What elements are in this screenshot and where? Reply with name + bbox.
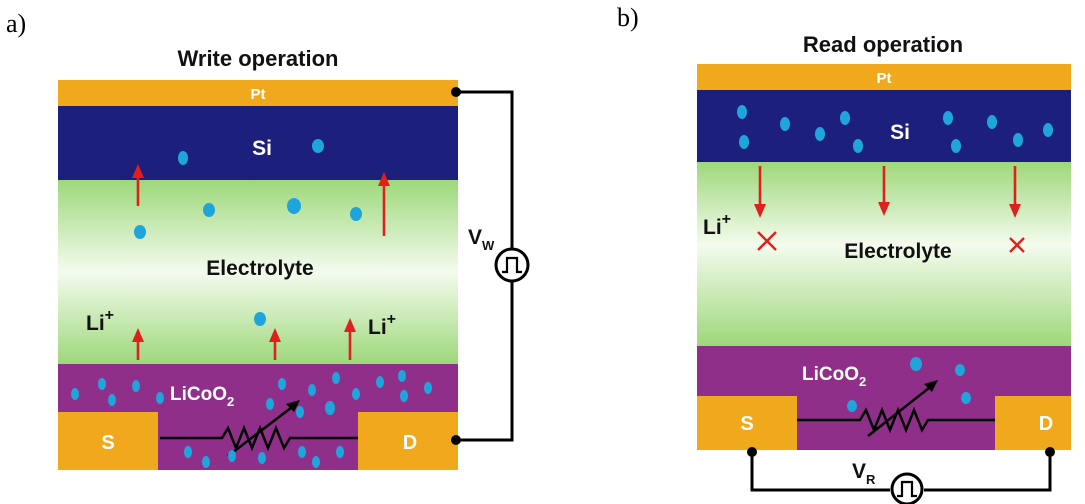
panel-b-ion-arrows: [754, 166, 1021, 218]
panel-b-read-circuit: VR: [747, 447, 1055, 504]
panel-a-title: Write operation: [178, 46, 339, 71]
panel-b-drain-label: D: [1039, 413, 1053, 435]
panel-b-si-ions: [737, 105, 1053, 153]
ion: [254, 312, 266, 326]
panel-b-source-contact: [697, 396, 797, 450]
panel-a-si-layer: [58, 106, 458, 180]
panel-a-li-label-right: Li+: [368, 311, 396, 339]
panel-b-label: b): [617, 3, 639, 32]
panel-b-source-label: S: [740, 413, 753, 435]
panel-a-drain-contact: [358, 412, 458, 470]
panel-b-si-layer: [697, 90, 1071, 162]
panel-a-source-contact: [58, 412, 158, 470]
panel-b-electrolyte-label: Electrolyte: [844, 240, 951, 263]
ion: [203, 203, 215, 217]
panel-a-electrolyte-layer: [58, 180, 458, 364]
panel-b-title: Read operation: [803, 32, 963, 57]
panel-b-pulse-source: [890, 472, 924, 504]
panel-a: a) Write operation Pt Si Electrolyte LiC…: [6, 9, 530, 470]
panel-a-li-label-left: Li+: [86, 307, 114, 335]
ion: [178, 151, 188, 165]
panel-a-label: a): [6, 9, 26, 38]
ion: [312, 139, 324, 153]
panel-a-electrolyte-label: Electrolyte: [206, 257, 313, 280]
panel-a-voltage-label: VW: [468, 226, 495, 253]
panel-a-pulse-source: [494, 247, 530, 283]
panel-a-licoo2-label: LiCoO2: [170, 384, 234, 409]
panel-b-si-label: Si: [890, 121, 910, 144]
panel-a-pt-layer: [58, 80, 458, 106]
panel-b: b) Read operation Pt Si Electrolyte LiCo…: [617, 3, 1071, 504]
panel-a-variable-resistor: [160, 400, 358, 457]
panel-b-pt-label: Pt: [877, 70, 892, 87]
ion: [134, 225, 146, 239]
panel-b-licoo2-ions: [847, 357, 971, 412]
panel-b-pt-layer: [697, 64, 1071, 90]
panel-a-si-ions: [178, 139, 324, 165]
panel-a-ion-arrows: [132, 164, 390, 360]
panel-a-write-circuit: VW: [451, 87, 530, 445]
panel-b-blocked-marks: [757, 231, 1025, 253]
ion: [287, 198, 301, 214]
panel-a-drain-label: D: [403, 432, 417, 454]
panel-a-pt-label: Pt: [251, 86, 266, 103]
panel-a-si-label: Si: [252, 137, 272, 160]
ion: [350, 207, 362, 221]
panel-b-variable-resistor: [797, 380, 995, 437]
panel-a-source-label: S: [101, 432, 114, 454]
panel-b-drain-contact: [995, 396, 1071, 450]
panel-b-li-label: Li+: [703, 211, 731, 239]
panel-a-electrolyte-ions: [134, 198, 362, 326]
panel-a-licoo2-ions: [71, 370, 432, 468]
panel-b-voltage-label: VR: [852, 460, 876, 487]
panel-b-licoo2-label: LiCoO2: [802, 364, 866, 389]
